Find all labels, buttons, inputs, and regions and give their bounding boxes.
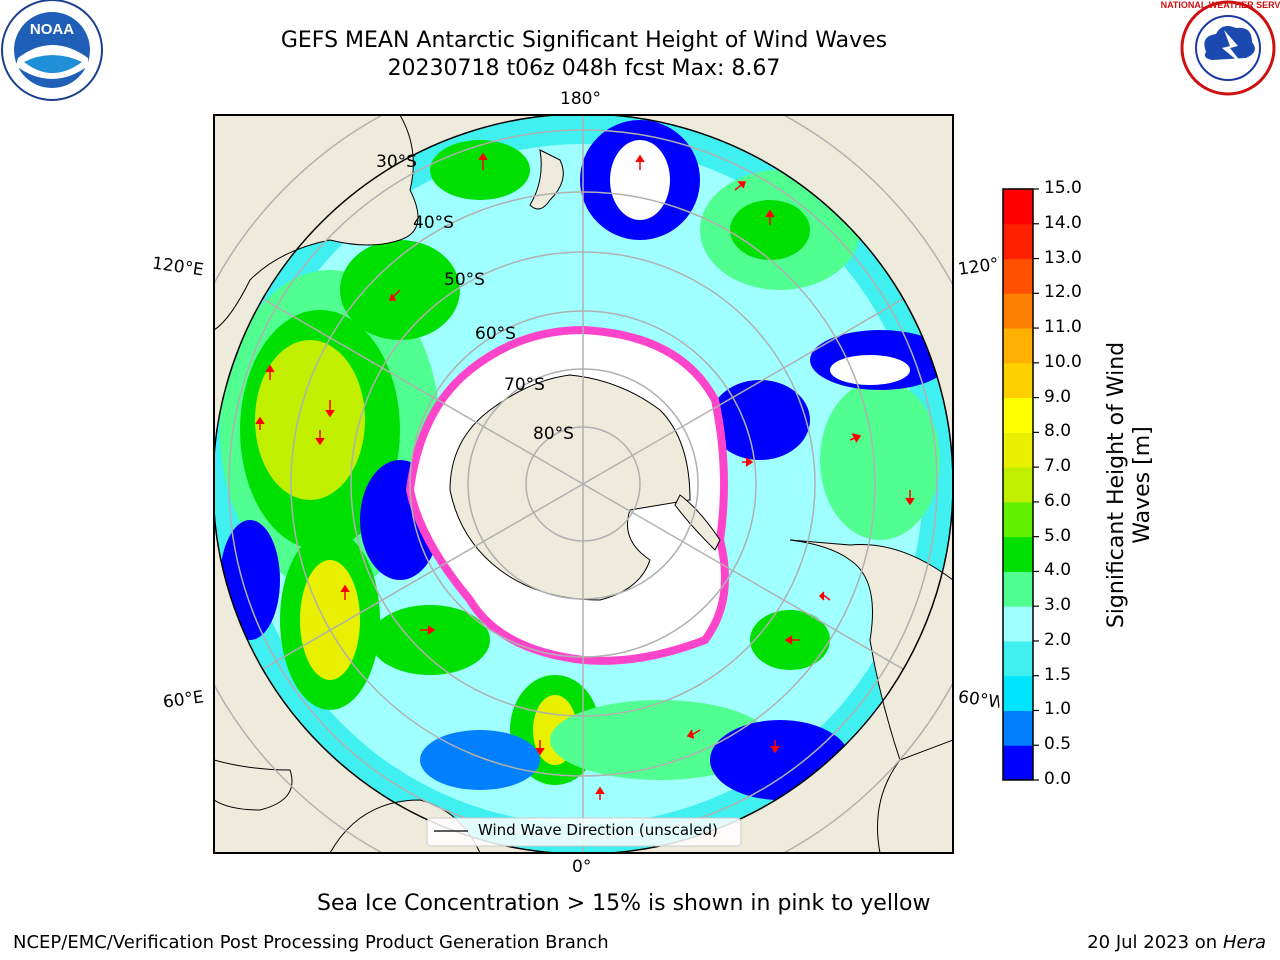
- lat-label: 80°S: [533, 424, 574, 444]
- colorbar-tick-label: 0.5: [1044, 734, 1072, 755]
- wind-arrow: [734, 181, 747, 191]
- chart-title: GEFS MEAN Antarctic Significant Height o…: [280, 28, 888, 53]
- wind-arrows: [255, 152, 915, 800]
- antarctica-land: [449, 374, 691, 601]
- footer-date: 20 Jul 2023 on: [1087, 932, 1223, 953]
- lat-label: 30°S: [376, 152, 417, 172]
- colorbar-tick-label: 14.0: [1044, 212, 1082, 233]
- wind-arrow: [535, 740, 545, 756]
- wind-arrow: [255, 416, 265, 430]
- sea-ice-note: Sea Ice Concentration > 15% is shown in …: [317, 891, 931, 916]
- wind-arrow: [635, 154, 645, 170]
- wind-arrow: [818, 591, 831, 601]
- colorbar-tick-label: 3.0: [1044, 595, 1072, 616]
- wind-arrow: [849, 433, 862, 443]
- colorbar-tick-label: 9.0: [1044, 386, 1072, 407]
- colorbar-tick-label: 1.5: [1044, 664, 1072, 685]
- colorbar-tick-label: 8.0: [1044, 421, 1072, 442]
- new-zealand-land: [529, 149, 564, 210]
- south-america-south-land: [877, 739, 953, 853]
- wind-arrow: [770, 740, 780, 754]
- footer-left: NCEP/EMC/Verification Post Processing Pr…: [13, 932, 609, 953]
- colorbar-tick-label: 12.0: [1044, 282, 1082, 303]
- wind-arrow: [742, 457, 754, 467]
- colorbar-tick-label: 13.0: [1044, 247, 1082, 268]
- australia-land: [214, 115, 419, 331]
- colorbar-tick-label: 0.0: [1044, 769, 1072, 789]
- wind-arrow: [325, 400, 335, 418]
- footer-right: 20 Jul 2023 on Hera: [1087, 932, 1266, 953]
- colorbar-label-line1: Significant Height of Wind: [1104, 341, 1129, 629]
- wind-arrow: [686, 729, 701, 739]
- graticule: [214, 115, 953, 853]
- colorbar-tick-label: 6.0: [1044, 490, 1072, 511]
- chart-subtitle: 20230718 t06z 048h fcst Max: 8.67: [387, 56, 781, 81]
- colorbar-tick-label: 1.0: [1044, 699, 1072, 720]
- wind-arrow: [340, 584, 350, 600]
- lon-label-bottom: 0°: [572, 857, 592, 877]
- colorbar-tick-label: 5.0: [1044, 525, 1072, 546]
- wind-arrow: [784, 635, 800, 645]
- colorbar-tick-label: 2.0: [1044, 629, 1072, 650]
- lon-label-top: 180°: [560, 89, 601, 109]
- wind-arrow: [315, 430, 325, 446]
- map-frame: [213, 114, 954, 854]
- legend-label: Wind Wave Direction (unscaled): [478, 821, 718, 839]
- colorbar-tick-label: 4.0: [1044, 560, 1072, 581]
- wind-arrow: [420, 625, 436, 635]
- south-america-land: [789, 539, 953, 761]
- lat-label: 50°S: [444, 270, 485, 290]
- antarctic-peninsula-land: [674, 494, 721, 551]
- footer-system: Hera: [1222, 932, 1266, 953]
- wind-arrow: [265, 364, 275, 380]
- colorbar-tick-label: 15.0: [1044, 178, 1082, 198]
- madagascar-land: [214, 759, 293, 811]
- lat-label: 60°S: [475, 324, 516, 344]
- wind-arrow: [765, 209, 775, 225]
- colorbar-label: Significant Height of Wind Waves [m]: [1104, 335, 1156, 635]
- wind-arrow: [388, 289, 401, 301]
- wind-arrow: [905, 490, 915, 506]
- lat-label: 40°S: [413, 213, 454, 233]
- map-legend: [426, 817, 742, 847]
- colorbar-tick-label: 10.0: [1044, 351, 1082, 372]
- wind-arrow: [478, 152, 488, 170]
- lat-label: 70°S: [504, 375, 545, 395]
- colorbar-tick-label: 7.0: [1044, 456, 1072, 477]
- wind-arrow: [595, 786, 605, 800]
- colorbar-tick-label: 11.0: [1044, 317, 1082, 338]
- colorbar-label-line2: Waves [m]: [1130, 426, 1155, 544]
